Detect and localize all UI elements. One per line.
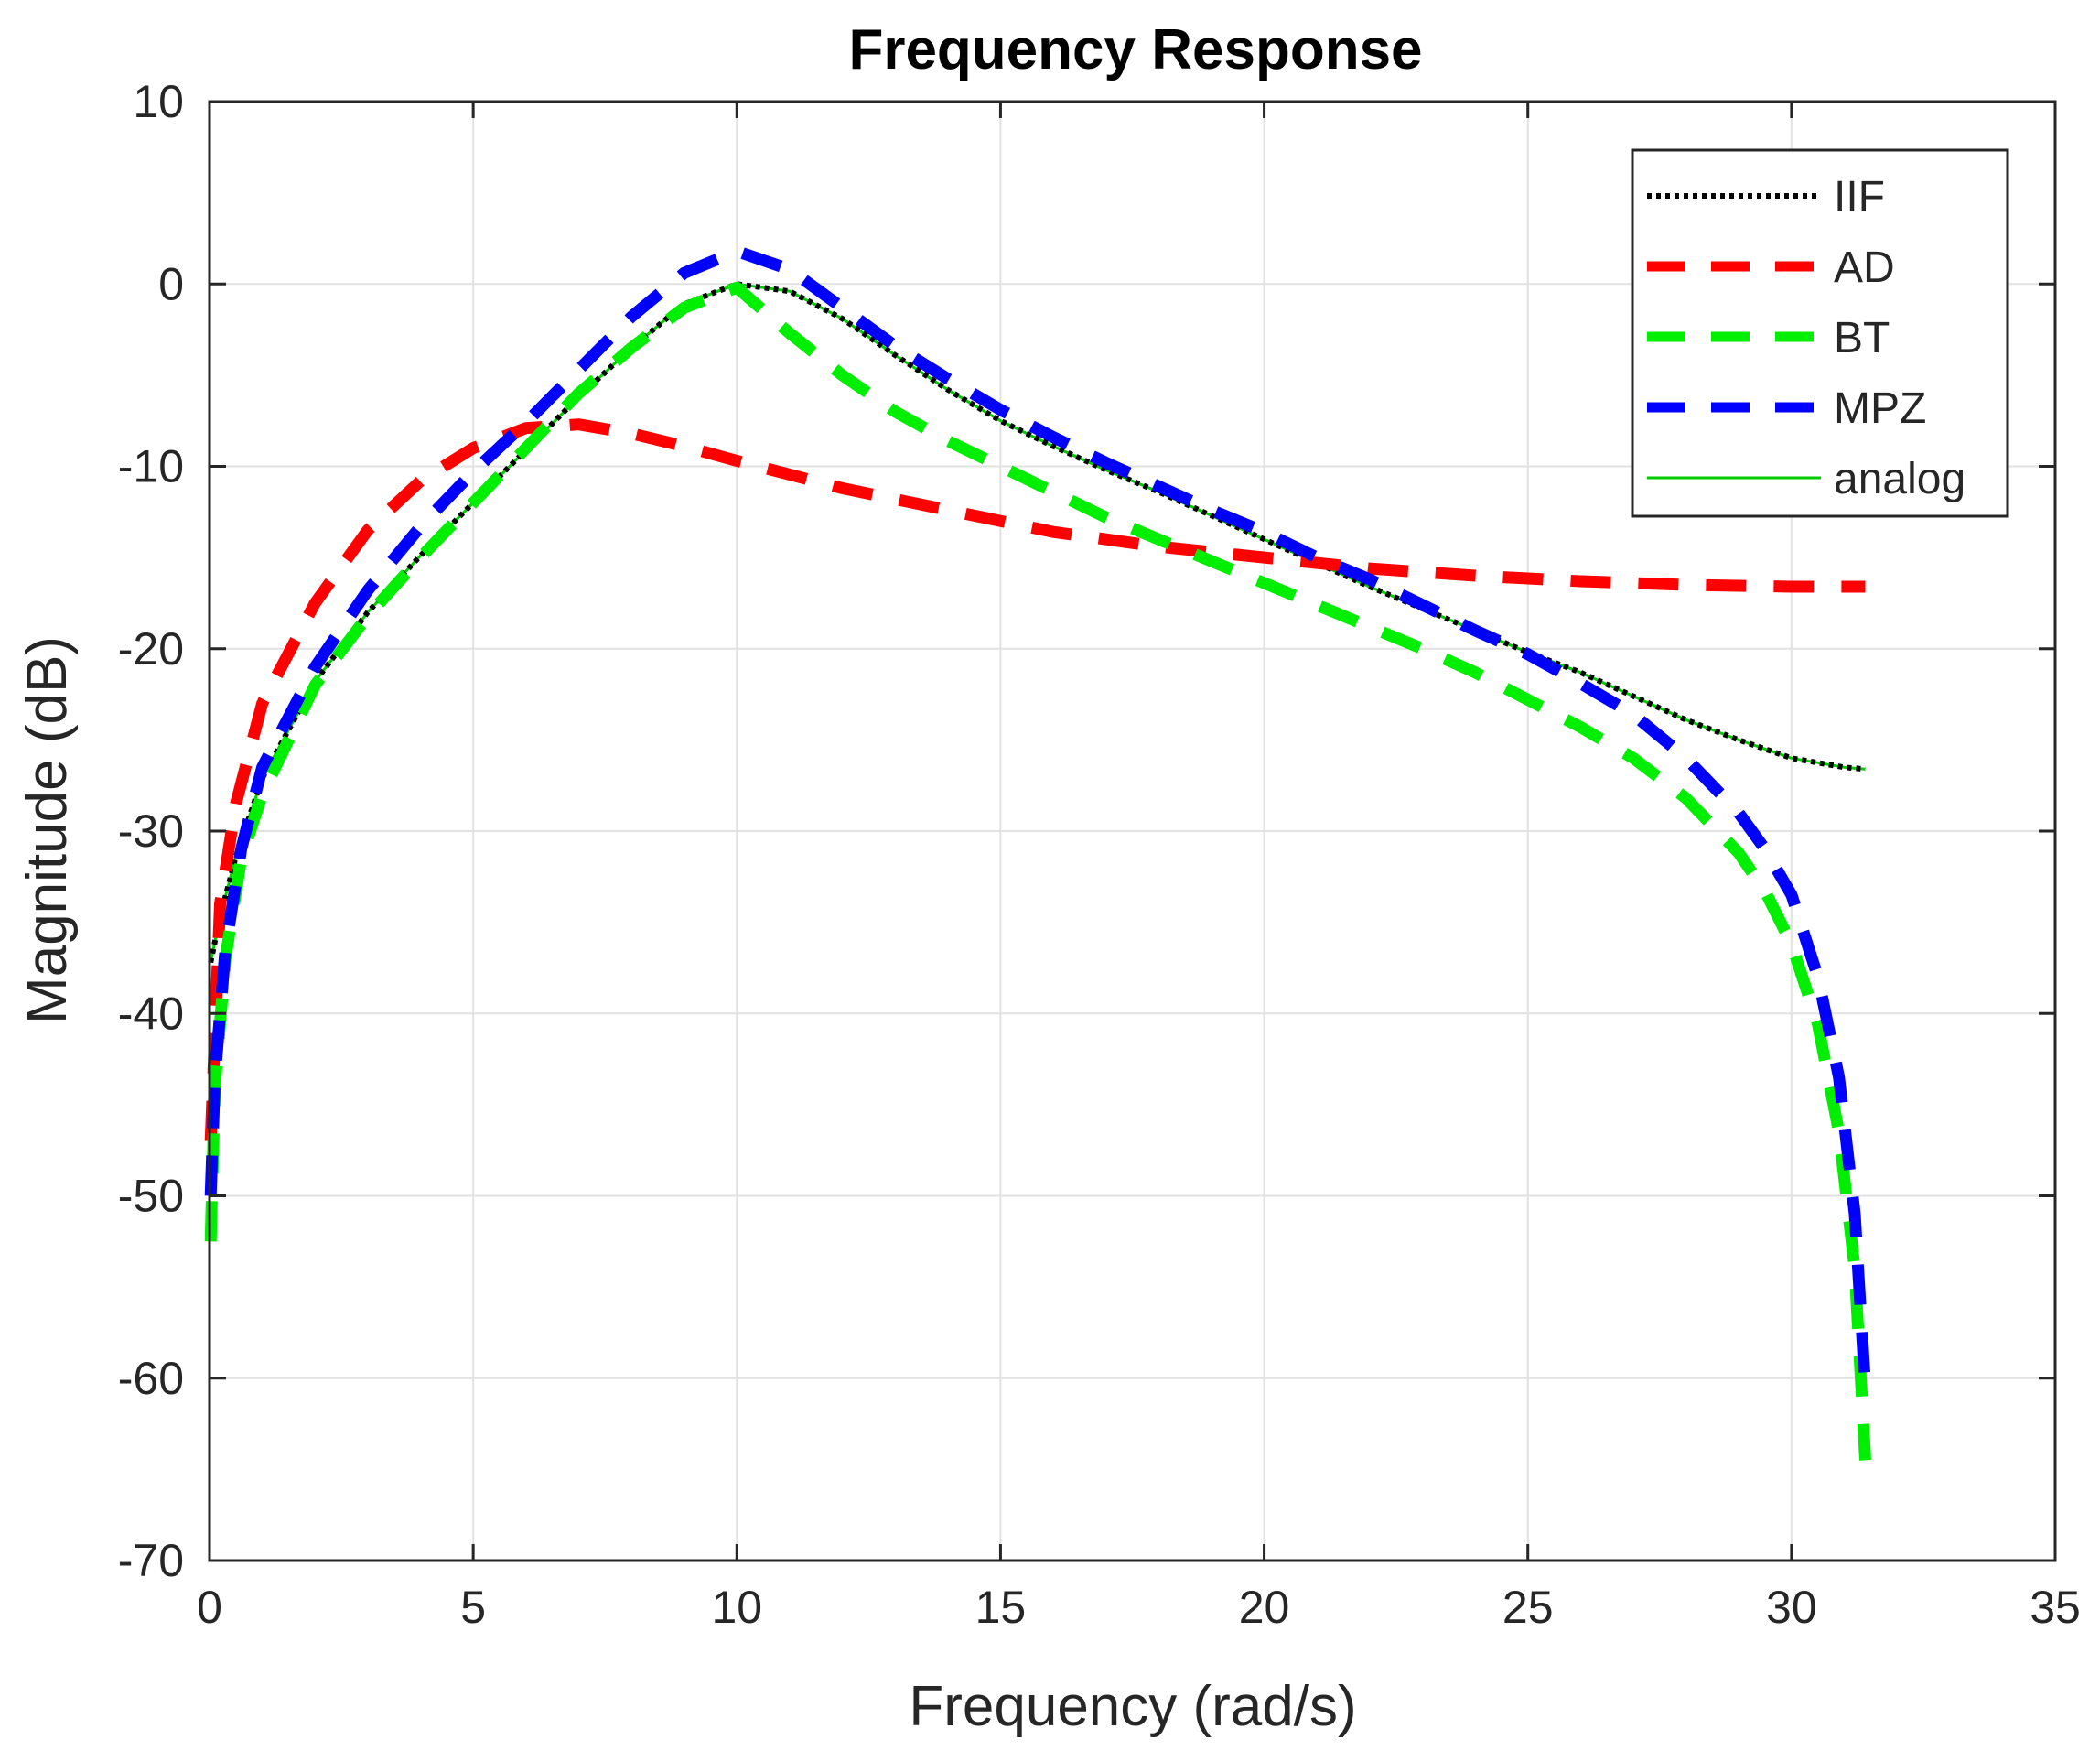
x-tick-label: 25 xyxy=(1502,1582,1554,1633)
y-tick-label: -20 xyxy=(118,623,184,675)
series-line-bt xyxy=(204,281,1871,1461)
x-tick-label: 5 xyxy=(460,1582,486,1633)
legend-label-iif: IIF xyxy=(1834,173,1885,221)
legend: IIF AD BT MPZ analog xyxy=(1631,148,2009,518)
legend-box xyxy=(1631,148,2009,518)
series-lines xyxy=(204,244,1871,1461)
y-tick-label: -50 xyxy=(118,1171,184,1222)
x-tick-label: 30 xyxy=(1766,1582,1817,1633)
series-line-mpz xyxy=(204,244,1871,1388)
x-tick-label: 10 xyxy=(711,1582,762,1633)
y-tick-label: -30 xyxy=(118,805,184,857)
chart-title: Frequency Response xyxy=(848,18,1422,81)
legend-label-analog: analog xyxy=(1834,455,1965,503)
legend-label-ad: AD xyxy=(1834,243,1895,292)
series-line-ad xyxy=(204,418,1866,1141)
y-tick-label: -10 xyxy=(118,441,184,492)
y-tick-label: 10 xyxy=(133,76,184,127)
x-tick-label: 35 xyxy=(2030,1582,2081,1633)
legend-label-bt: BT xyxy=(1834,314,1890,362)
y-tick-label: 0 xyxy=(158,258,184,309)
x-tick-label: 20 xyxy=(1239,1582,1290,1633)
x-tick-label: 0 xyxy=(197,1582,222,1633)
y-tick-label: -40 xyxy=(118,988,184,1039)
y-axis-label: Magnitude (dB) xyxy=(16,636,79,1024)
x-tick-label: 15 xyxy=(975,1582,1027,1633)
y-tick-label: -60 xyxy=(118,1353,184,1404)
legend-label-mpz: MPZ xyxy=(1834,384,1926,433)
axis-ticks: 0 5 10 15 20 25 30 35 10 0 -10 -20 -30 -40 -50 -60 -70 xyxy=(118,76,2081,1633)
x-axis-label: Frequency (rad/s) xyxy=(909,1675,1356,1738)
y-tick-label: -70 xyxy=(118,1535,184,1586)
